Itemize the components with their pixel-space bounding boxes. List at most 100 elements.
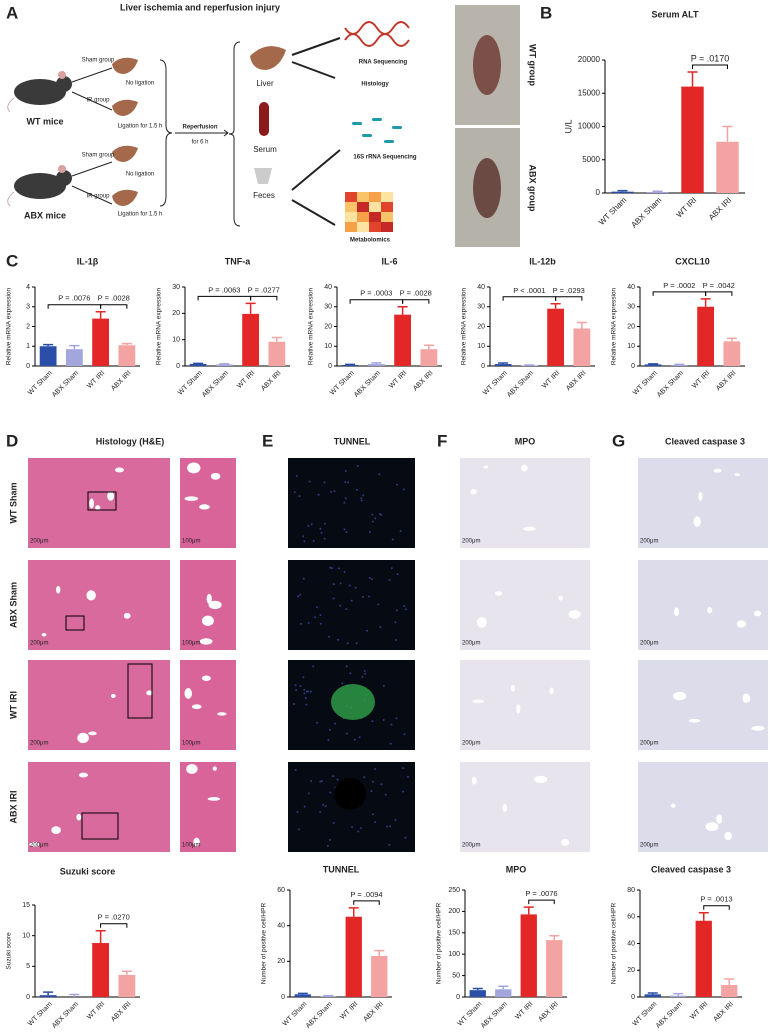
tissue-detail (345, 608, 348, 611)
tissue-detail (402, 790, 405, 793)
p-value: P = .0002 (663, 281, 695, 290)
tissue-detail (184, 688, 192, 699)
significance-bracket (528, 899, 555, 905)
x-tick-label: WT IRI (689, 1001, 709, 1021)
x-tick-label: WT IRI (86, 1001, 106, 1021)
schematic-title: Liver ischemia and reperfusion injury (120, 2, 280, 12)
tissue-detail (320, 779, 323, 782)
bar (547, 308, 565, 366)
mouse-tail (7, 97, 15, 207)
error-bar (423, 344, 434, 350)
error-bar (348, 907, 359, 917)
tissue-detail (707, 607, 713, 614)
tissue-detail (693, 516, 701, 527)
y-tick-label: 10 (172, 337, 180, 344)
tissue-detail (370, 790, 373, 793)
tissue-detail (295, 689, 298, 692)
x-tick-label: WT Sham (282, 1001, 309, 1028)
micrograph (180, 660, 236, 750)
tissue-detail (377, 603, 380, 606)
tissue-detail (343, 570, 346, 573)
tissue-detail (305, 703, 308, 706)
tissue-detail (751, 725, 765, 731)
tissue-detail (330, 490, 333, 493)
x-tick-label: WT Sham (177, 370, 204, 397)
tissue-detail (336, 778, 339, 781)
image-title: Histology (H&E) (96, 436, 165, 446)
tissue-detail (345, 732, 348, 735)
tissue-detail (343, 501, 346, 504)
bar (494, 364, 512, 366)
x-tick-label: ABX IRI (110, 1001, 133, 1024)
tissue-detail (736, 620, 747, 628)
y-tick-label: 10000 (578, 122, 601, 131)
tissue-detail (303, 805, 306, 808)
error-bar (647, 992, 658, 995)
tissue-detail (297, 828, 300, 831)
tissue-detail (328, 838, 331, 841)
tissue-detail (206, 593, 212, 604)
tissue-detail (374, 768, 377, 771)
tissue-detail (199, 638, 213, 645)
micrograph (180, 560, 236, 650)
chart-title: MPO (506, 864, 527, 874)
micrograph (638, 660, 768, 750)
tissue-detail (390, 723, 393, 726)
y-tick-label: 4 (26, 284, 30, 291)
bar (371, 955, 388, 997)
y-tick-label: 30 (477, 304, 485, 311)
mouse (14, 71, 72, 199)
y-tick-label: 20 (627, 323, 635, 330)
tissue-detail (361, 595, 364, 598)
tissue-detail (339, 582, 342, 585)
tissue-detail (395, 717, 398, 720)
chart-title: IL-6 (381, 256, 397, 266)
tissue-detail (307, 621, 310, 624)
treatment-label: No ligation (126, 172, 154, 178)
tissue-detail (360, 827, 363, 830)
tissue-detail (350, 599, 353, 602)
error-bar (498, 985, 509, 990)
tissue-detail (146, 690, 153, 696)
y-tick-label: 10 (477, 343, 485, 350)
panel-letter: G (612, 431, 625, 450)
tissue-detail (296, 810, 299, 813)
error-bar (69, 344, 80, 350)
error-bar (323, 994, 334, 997)
y-tick-label: 150 (448, 930, 460, 937)
bar (320, 996, 337, 997)
tissue-detail (510, 684, 515, 692)
tissue-detail (344, 481, 347, 484)
error-bar (652, 190, 663, 193)
significance-bracket (100, 923, 128, 928)
bar (65, 349, 83, 366)
bar (644, 364, 662, 366)
significance-bracket (349, 299, 404, 304)
bar (520, 914, 537, 997)
tissue-detail (351, 826, 354, 829)
tissue-detail (294, 768, 297, 771)
tissue-detail (364, 672, 367, 675)
scale-bar-label: 200μm (30, 843, 48, 849)
tissue-detail (332, 583, 335, 586)
tissue-detail (374, 517, 377, 520)
significance-bracket (705, 291, 733, 296)
tissue-detail (673, 691, 687, 701)
y-tick-label: 10 (627, 343, 635, 350)
significance-bracket (402, 299, 430, 304)
error-bar (722, 125, 733, 142)
treatment-label: Ligation for 1.5 h (118, 212, 163, 218)
x-tick-label: WT IRI (86, 370, 106, 390)
vessel (334, 778, 366, 810)
y-tick-label: 10 (324, 343, 332, 350)
tissue-detail (323, 537, 326, 540)
group-label: IR group (86, 194, 110, 200)
p-value: P = .0277 (248, 285, 280, 294)
tissue-detail (476, 617, 487, 628)
tissue-detail (201, 615, 214, 626)
bar (611, 191, 634, 193)
micrograph (460, 660, 590, 750)
dna-icon (344, 21, 410, 47)
error-bar (576, 321, 587, 329)
